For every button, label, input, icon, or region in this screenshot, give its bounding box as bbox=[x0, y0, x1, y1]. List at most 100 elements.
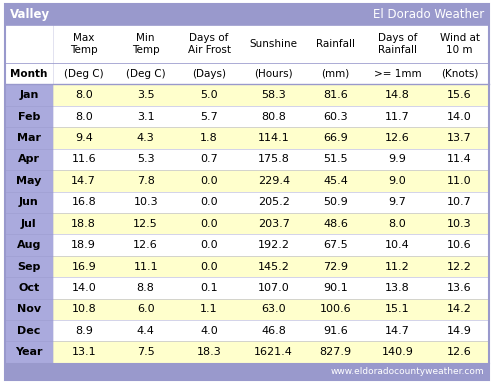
Text: 45.4: 45.4 bbox=[323, 176, 348, 186]
Text: Days of
Air Frost: Days of Air Frost bbox=[188, 33, 231, 55]
Text: Max
Temp: Max Temp bbox=[70, 33, 97, 55]
FancyBboxPatch shape bbox=[5, 127, 489, 149]
Text: 10.7: 10.7 bbox=[447, 197, 472, 207]
Text: 14.0: 14.0 bbox=[71, 283, 96, 293]
Text: 8.8: 8.8 bbox=[137, 283, 155, 293]
Text: 107.0: 107.0 bbox=[258, 283, 289, 293]
Text: 81.6: 81.6 bbox=[323, 90, 348, 100]
FancyBboxPatch shape bbox=[5, 341, 53, 363]
Text: Month: Month bbox=[10, 69, 47, 79]
Text: 12.6: 12.6 bbox=[447, 347, 472, 357]
Text: 11.4: 11.4 bbox=[447, 154, 472, 164]
FancyBboxPatch shape bbox=[5, 213, 489, 234]
Text: 9.4: 9.4 bbox=[75, 133, 93, 143]
Text: 15.1: 15.1 bbox=[385, 305, 410, 314]
Text: Rainfall: Rainfall bbox=[316, 39, 355, 49]
Text: 14.2: 14.2 bbox=[447, 305, 472, 314]
FancyBboxPatch shape bbox=[5, 320, 489, 341]
Text: 15.6: 15.6 bbox=[447, 90, 472, 100]
FancyBboxPatch shape bbox=[5, 170, 53, 192]
Text: 8.0: 8.0 bbox=[75, 90, 93, 100]
Text: 58.3: 58.3 bbox=[261, 90, 286, 100]
Text: 16.8: 16.8 bbox=[71, 197, 96, 207]
Text: 10.3: 10.3 bbox=[447, 218, 472, 229]
FancyBboxPatch shape bbox=[5, 299, 53, 320]
Text: Mar: Mar bbox=[17, 133, 41, 143]
Text: 5.0: 5.0 bbox=[200, 90, 218, 100]
FancyBboxPatch shape bbox=[5, 299, 489, 320]
Text: 46.8: 46.8 bbox=[261, 326, 286, 336]
Text: 10.8: 10.8 bbox=[71, 305, 96, 314]
FancyBboxPatch shape bbox=[5, 170, 489, 192]
Text: Feb: Feb bbox=[18, 112, 40, 122]
Text: (mm): (mm) bbox=[322, 69, 350, 79]
Text: www.eldoradocountyweather.com: www.eldoradocountyweather.com bbox=[330, 367, 484, 376]
Text: 14.9: 14.9 bbox=[447, 326, 472, 336]
FancyBboxPatch shape bbox=[5, 277, 489, 299]
Text: 192.2: 192.2 bbox=[258, 240, 290, 250]
Text: Valley: Valley bbox=[10, 8, 50, 21]
Text: 14.7: 14.7 bbox=[71, 176, 96, 186]
Text: 5.3: 5.3 bbox=[137, 154, 155, 164]
FancyBboxPatch shape bbox=[5, 192, 53, 213]
Text: 10.4: 10.4 bbox=[385, 240, 410, 250]
Text: 175.8: 175.8 bbox=[258, 154, 289, 164]
Text: 11.0: 11.0 bbox=[447, 176, 472, 186]
FancyBboxPatch shape bbox=[5, 4, 489, 25]
Text: Dec: Dec bbox=[17, 326, 41, 336]
Text: 0.0: 0.0 bbox=[200, 262, 218, 271]
Text: 91.6: 91.6 bbox=[323, 326, 348, 336]
Text: El Dorado Weather: El Dorado Weather bbox=[373, 8, 484, 21]
Text: 9.9: 9.9 bbox=[389, 154, 407, 164]
Text: 8.0: 8.0 bbox=[75, 112, 93, 122]
Text: 0.0: 0.0 bbox=[200, 197, 218, 207]
Text: 14.7: 14.7 bbox=[385, 326, 410, 336]
Text: 11.7: 11.7 bbox=[385, 112, 410, 122]
Text: Nov: Nov bbox=[17, 305, 41, 314]
Text: 114.1: 114.1 bbox=[258, 133, 289, 143]
FancyBboxPatch shape bbox=[5, 277, 53, 299]
Text: 67.5: 67.5 bbox=[323, 240, 348, 250]
Text: 48.6: 48.6 bbox=[323, 218, 348, 229]
Text: 18.9: 18.9 bbox=[71, 240, 96, 250]
Text: 4.0: 4.0 bbox=[200, 326, 218, 336]
Text: 13.6: 13.6 bbox=[447, 283, 472, 293]
Text: 7.5: 7.5 bbox=[137, 347, 155, 357]
FancyBboxPatch shape bbox=[5, 106, 489, 127]
Text: 6.0: 6.0 bbox=[137, 305, 155, 314]
Text: Jun: Jun bbox=[19, 197, 39, 207]
Text: 9.0: 9.0 bbox=[389, 176, 407, 186]
Text: 13.8: 13.8 bbox=[385, 283, 410, 293]
Text: May: May bbox=[16, 176, 41, 186]
Text: 11.1: 11.1 bbox=[133, 262, 158, 271]
Text: 80.8: 80.8 bbox=[261, 112, 286, 122]
Text: Sunshine: Sunshine bbox=[250, 39, 298, 49]
FancyBboxPatch shape bbox=[5, 84, 53, 106]
Text: 12.6: 12.6 bbox=[385, 133, 410, 143]
FancyBboxPatch shape bbox=[5, 149, 489, 170]
Text: 145.2: 145.2 bbox=[258, 262, 289, 271]
FancyBboxPatch shape bbox=[5, 341, 489, 363]
Text: 1.1: 1.1 bbox=[200, 305, 218, 314]
Text: Year: Year bbox=[15, 347, 42, 357]
Text: 203.7: 203.7 bbox=[258, 218, 289, 229]
Text: 12.2: 12.2 bbox=[447, 262, 472, 271]
Text: Apr: Apr bbox=[18, 154, 40, 164]
Text: 66.9: 66.9 bbox=[323, 133, 348, 143]
FancyBboxPatch shape bbox=[5, 192, 489, 213]
Text: Days of
Rainfall: Days of Rainfall bbox=[378, 33, 417, 55]
FancyBboxPatch shape bbox=[5, 234, 489, 256]
Text: 1621.4: 1621.4 bbox=[254, 347, 293, 357]
FancyBboxPatch shape bbox=[5, 363, 489, 380]
Text: 8.0: 8.0 bbox=[389, 218, 407, 229]
Text: 13.7: 13.7 bbox=[447, 133, 472, 143]
Text: 0.1: 0.1 bbox=[200, 283, 218, 293]
Text: 827.9: 827.9 bbox=[320, 347, 352, 357]
Text: 12.5: 12.5 bbox=[133, 218, 158, 229]
Text: 100.6: 100.6 bbox=[320, 305, 351, 314]
Text: Jan: Jan bbox=[19, 90, 39, 100]
FancyBboxPatch shape bbox=[5, 320, 53, 341]
Text: 0.7: 0.7 bbox=[200, 154, 218, 164]
Text: 140.9: 140.9 bbox=[382, 347, 413, 357]
Text: (Deg C): (Deg C) bbox=[64, 69, 104, 79]
